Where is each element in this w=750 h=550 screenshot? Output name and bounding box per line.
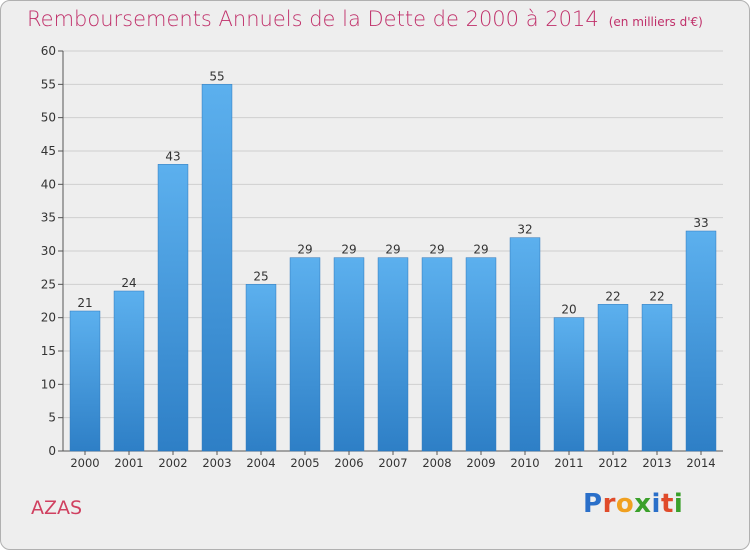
- x-tick-label: 2002: [158, 456, 187, 470]
- bar: [641, 304, 673, 452]
- logo-letter: o: [615, 489, 635, 519]
- y-tick-label: 5: [48, 411, 56, 425]
- bar: [201, 84, 233, 452]
- bar: [421, 257, 453, 452]
- logo-letter: t: [660, 489, 674, 519]
- bar-value-label: 24: [121, 276, 136, 290]
- x-tick-label: 2013: [642, 456, 671, 470]
- bar-value-label: 25: [253, 269, 268, 283]
- y-tick-label: 60: [41, 44, 56, 58]
- bar-value-label: 20: [561, 303, 576, 317]
- bar: [685, 230, 717, 452]
- x-tick-label: 2000: [70, 456, 99, 470]
- chart-subtitle: (en milliers d'€): [608, 15, 703, 29]
- logo-letter: i: [673, 489, 684, 519]
- y-tick-label: 55: [41, 77, 56, 91]
- y-tick-label: 0: [48, 444, 56, 458]
- bar-value-label: 29: [297, 243, 312, 257]
- bar-value-label: 32: [517, 223, 532, 237]
- x-tick-label: 2001: [114, 456, 143, 470]
- y-tick-label: 40: [41, 177, 56, 191]
- bar-value-label: 29: [341, 243, 356, 257]
- bar: [289, 257, 321, 452]
- logo-letter: x: [634, 489, 652, 519]
- y-tick-label: 20: [41, 311, 56, 325]
- bar-value-label: 22: [649, 289, 664, 303]
- x-tick-label: 2010: [510, 456, 539, 470]
- proxiti-logo: Proxiti: [583, 489, 683, 519]
- logo-letter: i: [651, 489, 661, 519]
- x-tick-label: 2011: [554, 456, 583, 470]
- commune-name: AZAS: [31, 497, 83, 519]
- bar-value-label: 43: [165, 149, 180, 163]
- bar-value-label: 29: [385, 243, 400, 257]
- logo-letter: P: [583, 489, 603, 519]
- bar: [509, 237, 541, 452]
- bar-value-label: 29: [429, 243, 444, 257]
- y-tick-label: 30: [41, 244, 56, 258]
- bar: [465, 257, 497, 452]
- bar: [113, 290, 145, 452]
- y-tick-label: 35: [41, 211, 56, 225]
- y-tick-label: 50: [41, 111, 56, 125]
- x-tick-label: 2006: [334, 456, 363, 470]
- x-tick-label: 2004: [246, 456, 275, 470]
- bar-value-label: 29: [473, 243, 488, 257]
- x-tick-label: 2005: [290, 456, 319, 470]
- y-tick-label: 15: [41, 344, 56, 358]
- bar-value-label: 21: [77, 296, 92, 310]
- x-tick-label: 2012: [598, 456, 627, 470]
- chart-title-main: Remboursements Annuels de la Dette de 20…: [27, 7, 599, 31]
- bar: [377, 257, 409, 452]
- bar: [245, 284, 277, 452]
- chart-title: Remboursements Annuels de la Dette de 20…: [27, 7, 703, 31]
- y-tick-label: 45: [41, 144, 56, 158]
- bar: [69, 310, 101, 452]
- x-tick-label: 2003: [202, 456, 231, 470]
- logo-letter: r: [602, 489, 616, 519]
- bar-value-label: 22: [605, 289, 620, 303]
- bar: [597, 304, 629, 452]
- x-tick-label: 2014: [686, 456, 715, 470]
- y-tick-label: 10: [41, 377, 56, 391]
- y-tick-label: 25: [41, 277, 56, 291]
- x-tick-label: 2008: [422, 456, 451, 470]
- bar: [553, 317, 585, 452]
- bar-value-label: 33: [693, 216, 708, 230]
- bar-value-label: 55: [209, 69, 224, 83]
- x-tick-label: 2007: [378, 456, 407, 470]
- bar: [333, 257, 365, 452]
- bar: [157, 164, 189, 452]
- x-tick-label: 2009: [466, 456, 495, 470]
